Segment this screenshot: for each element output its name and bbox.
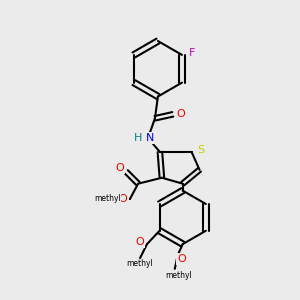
Text: O: O: [119, 194, 128, 203]
Text: O: O: [115, 163, 124, 173]
Text: O: O: [136, 237, 145, 247]
Text: methyl: methyl: [94, 194, 121, 203]
Text: N: N: [146, 133, 154, 143]
Text: F: F: [189, 48, 195, 58]
Text: S: S: [197, 145, 204, 155]
Text: methyl: methyl: [127, 260, 154, 268]
Text: O: O: [176, 109, 185, 119]
Text: H: H: [134, 133, 142, 143]
Text: O: O: [177, 254, 186, 264]
Text: methyl: methyl: [165, 271, 192, 280]
